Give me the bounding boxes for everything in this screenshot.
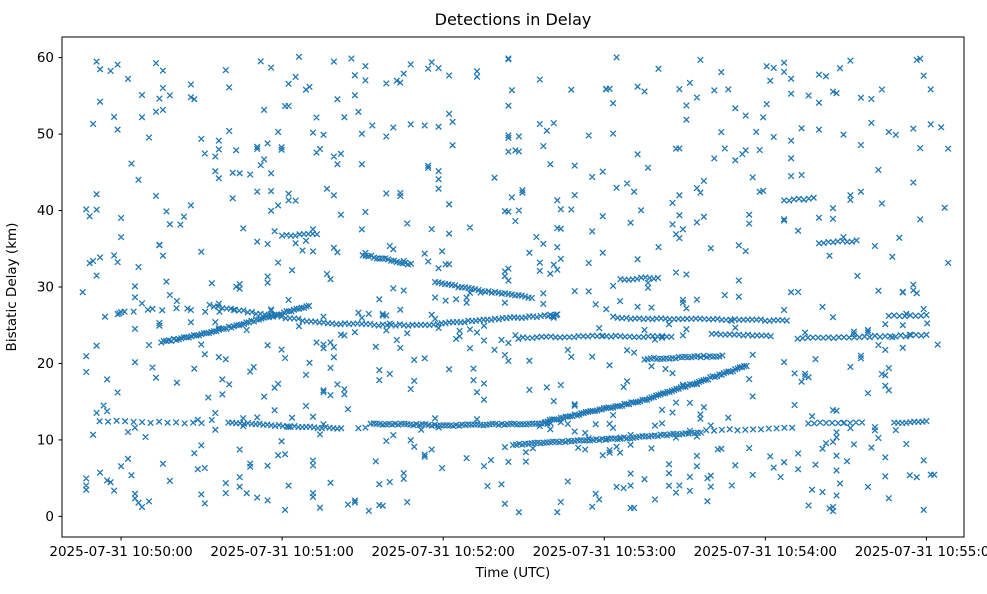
y-tick-label: 50: [37, 127, 54, 143]
plot-area: [62, 37, 964, 537]
x-tick-label: 2025-07-31 10:51:00: [210, 544, 353, 560]
y-tick-label: 60: [37, 50, 54, 66]
x-axis-label: Time (UTC): [475, 565, 551, 581]
detection-marker-path: [79, 53, 952, 516]
y-tick-label: 30: [37, 280, 54, 296]
y-axis-ticks: 0 10 20 30 40 50 60: [37, 50, 62, 525]
x-tick-label: 2025-07-31 10:53:00: [533, 544, 676, 560]
x-tick-label: 2025-07-31 10:55:00: [855, 544, 987, 560]
detection-markers: [79, 53, 952, 516]
y-tick-label: 0: [45, 509, 54, 525]
x-tick-label: 2025-07-31 10:54:00: [694, 544, 837, 560]
x-tick-label: 2025-07-31 10:52:00: [372, 544, 515, 560]
y-tick-label: 10: [37, 432, 54, 448]
chart-title: Detections in Delay: [435, 10, 592, 29]
x-axis-ticks: 2025-07-31 10:50:00 2025-07-31 10:51:00 20…: [49, 537, 987, 560]
y-axis-label: Bistatic Delay (km): [4, 223, 20, 352]
x-tick-label: 2025-07-31 10:50:00: [49, 544, 192, 560]
y-tick-label: 40: [37, 203, 54, 219]
y-tick-label: 20: [37, 356, 54, 372]
